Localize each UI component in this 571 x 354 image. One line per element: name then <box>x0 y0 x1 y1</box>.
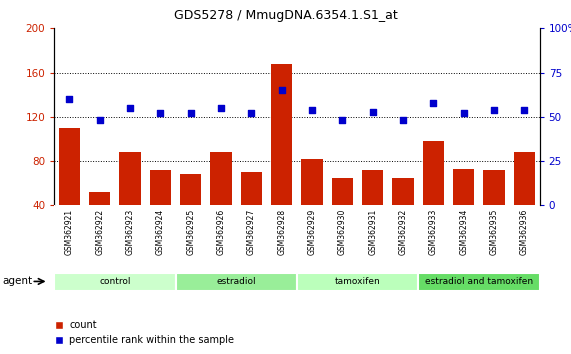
Bar <box>180 175 202 250</box>
Bar <box>423 141 444 250</box>
Point <box>126 105 135 111</box>
Text: GSM362936: GSM362936 <box>520 209 529 255</box>
Point <box>459 110 468 116</box>
Text: GSM362921: GSM362921 <box>65 209 74 255</box>
Point <box>65 96 74 102</box>
Text: GSM362927: GSM362927 <box>247 209 256 255</box>
Text: GSM362926: GSM362926 <box>216 209 226 255</box>
Bar <box>392 178 414 250</box>
Bar <box>59 128 80 250</box>
Point <box>338 118 347 123</box>
Text: tamoxifen: tamoxifen <box>335 277 380 286</box>
FancyBboxPatch shape <box>297 273 418 291</box>
Bar <box>271 64 292 250</box>
Bar <box>119 152 140 250</box>
Point <box>368 109 377 114</box>
Bar <box>362 170 383 250</box>
Legend: count, percentile rank within the sample: count, percentile rank within the sample <box>51 316 238 349</box>
Text: GSM362935: GSM362935 <box>489 209 498 255</box>
Point <box>277 87 286 93</box>
Bar <box>89 192 110 250</box>
Bar <box>241 172 262 250</box>
Text: control: control <box>99 277 131 286</box>
Text: GSM362932: GSM362932 <box>399 209 408 255</box>
Text: GSM362934: GSM362934 <box>459 209 468 255</box>
Bar <box>211 152 232 250</box>
Text: GSM362928: GSM362928 <box>278 209 286 255</box>
Point <box>429 100 438 105</box>
Point <box>308 107 317 113</box>
Text: GSM362923: GSM362923 <box>126 209 135 255</box>
Bar <box>332 178 353 250</box>
Text: agent: agent <box>3 276 33 286</box>
Bar <box>484 170 505 250</box>
Point <box>520 107 529 113</box>
Point <box>216 105 226 111</box>
Bar <box>301 159 323 250</box>
Text: GSM362922: GSM362922 <box>95 209 104 255</box>
Text: GSM362933: GSM362933 <box>429 209 438 255</box>
Text: GSM362930: GSM362930 <box>338 209 347 255</box>
Point <box>247 110 256 116</box>
Text: estradiol and tamoxifen: estradiol and tamoxifen <box>425 277 533 286</box>
Text: GSM362929: GSM362929 <box>308 209 316 255</box>
Point <box>399 118 408 123</box>
Point <box>186 110 195 116</box>
Text: GDS5278 / MmugDNA.6354.1.S1_at: GDS5278 / MmugDNA.6354.1.S1_at <box>174 9 397 22</box>
Text: estradiol: estradiol <box>216 277 256 286</box>
Bar <box>453 169 475 250</box>
FancyBboxPatch shape <box>54 273 176 291</box>
Text: GSM362925: GSM362925 <box>186 209 195 255</box>
Bar <box>514 152 535 250</box>
FancyBboxPatch shape <box>418 273 540 291</box>
FancyBboxPatch shape <box>176 273 297 291</box>
Bar <box>150 170 171 250</box>
Point <box>156 110 165 116</box>
Point <box>95 118 104 123</box>
Point <box>489 107 498 113</box>
Text: GSM362931: GSM362931 <box>368 209 377 255</box>
Text: GSM362924: GSM362924 <box>156 209 165 255</box>
